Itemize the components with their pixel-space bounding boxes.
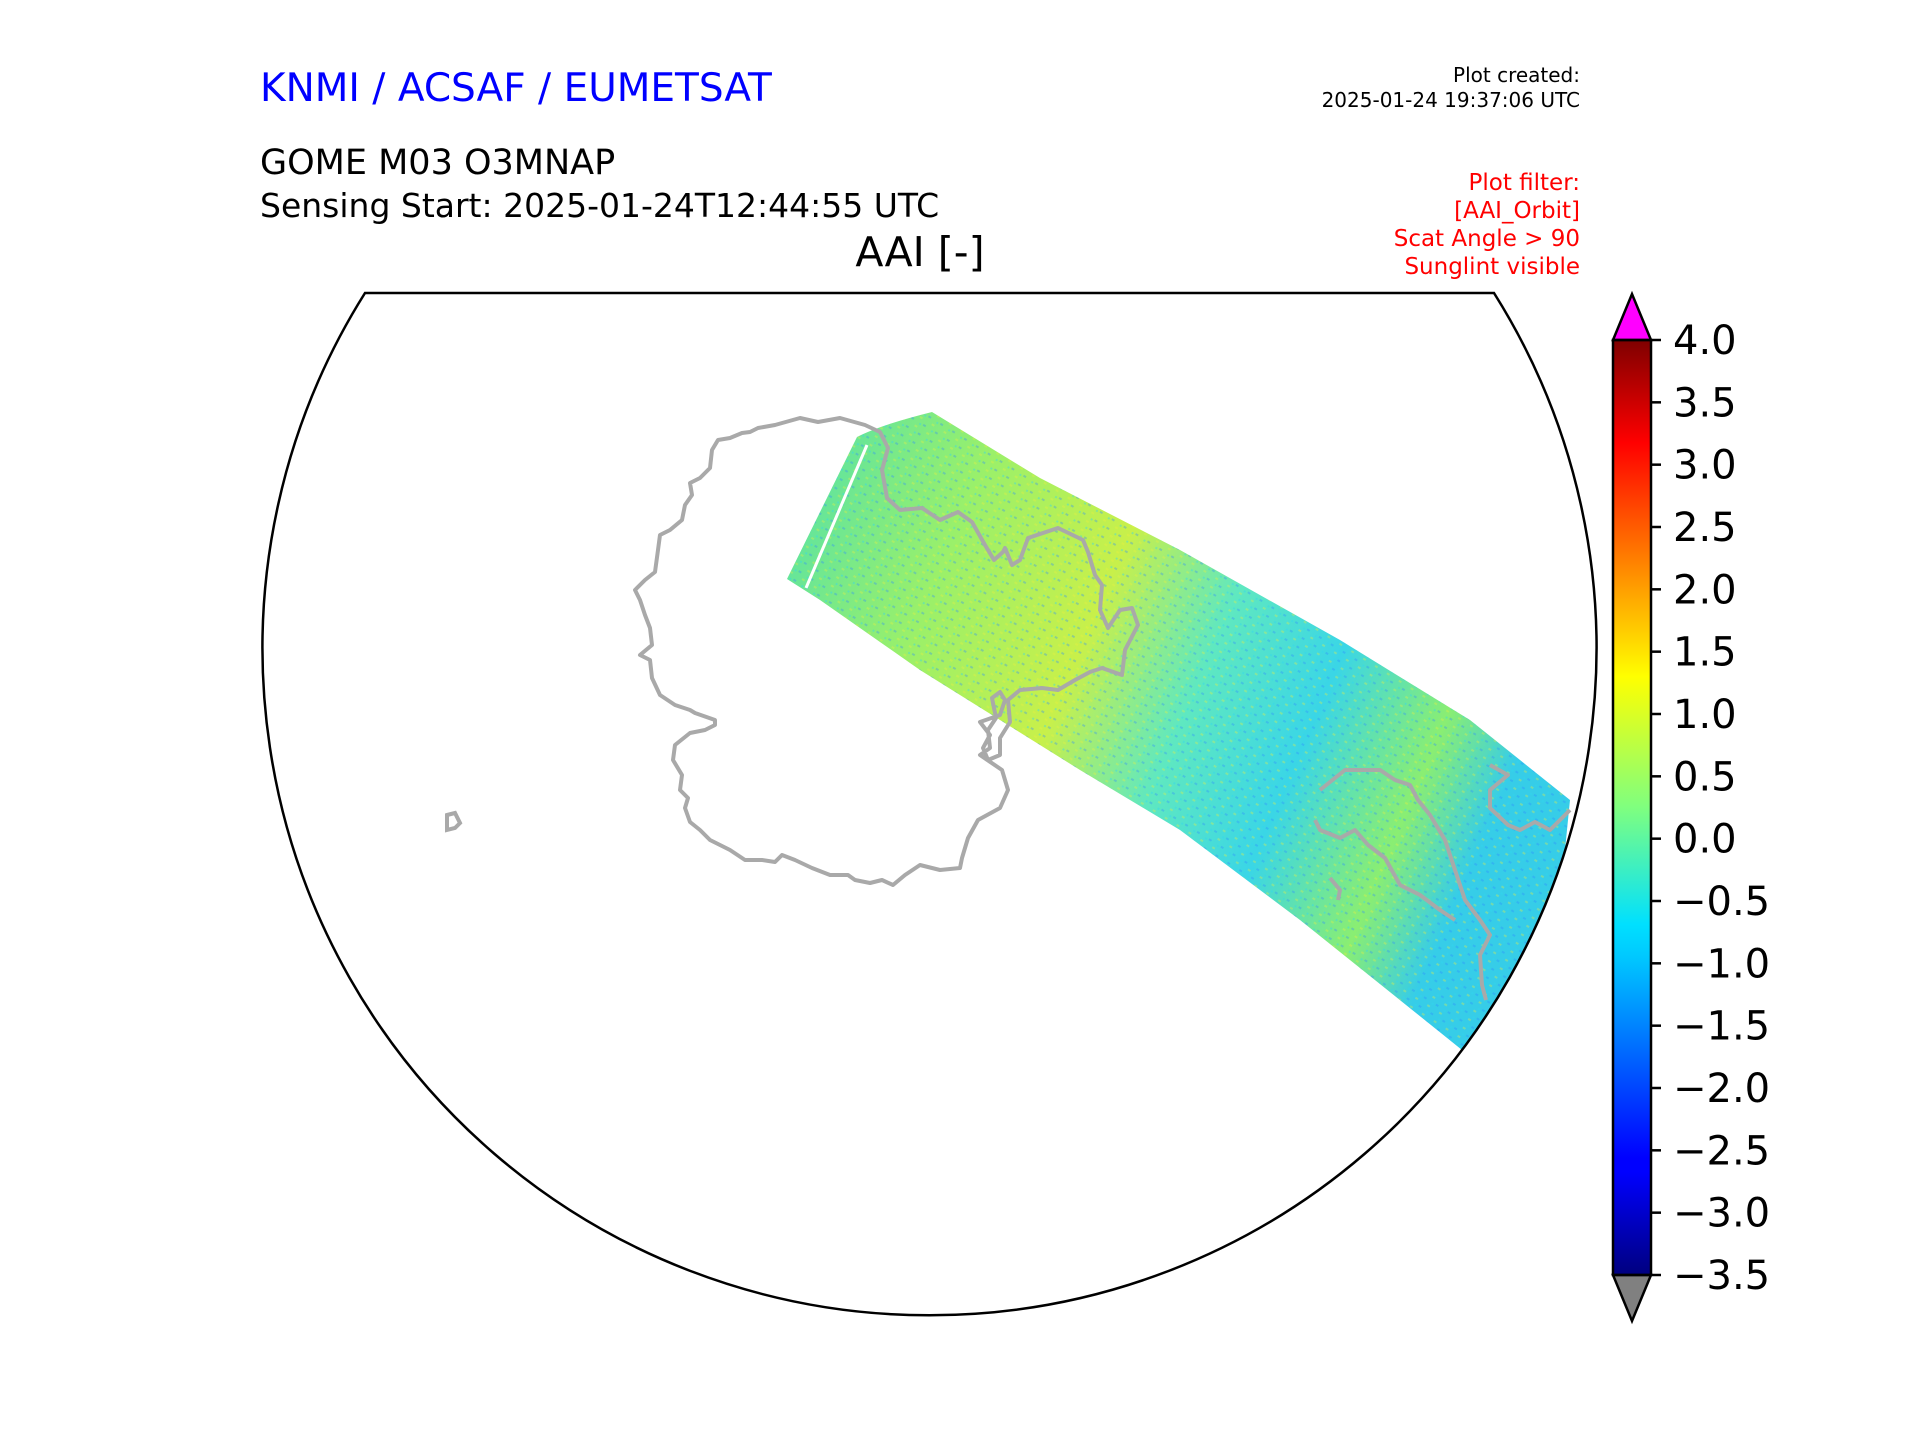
colorbar-frame [1611,338,1653,1277]
colorbar-tick-label: −2.5 [1673,1128,1770,1174]
colorbar-tick-label: 1.0 [1673,692,1737,738]
plot-filter-sunglint: Sunglint visible [1404,254,1580,280]
plot-created-value: 2025-01-24 19:37:06 UTC [1321,88,1580,112]
colorbar-tick-label: 2.5 [1673,505,1737,551]
colorbar-tick-label: 2.0 [1673,567,1737,613]
small-island [445,810,463,833]
plot-filter-scat-angle: Scat Angle > 90 [1393,226,1580,252]
colorbar-tick-label: −3.5 [1673,1253,1770,1299]
colorbar-gradient [1613,340,1651,1275]
plot-filter-orbit: [AAI_Orbit] [1454,198,1580,224]
colorbar-tick-label: 3.5 [1673,380,1737,426]
colorbar-tick-label: −1.0 [1673,941,1770,987]
colorbar-tick-label: 0.5 [1673,754,1737,800]
colorbar-tick-label: −3.0 [1673,1191,1770,1237]
colorbar-over-triangle [1611,290,1653,342]
map-boundary [261,291,1598,1317]
colorbar-tick-label: −1.5 [1673,1004,1770,1050]
swath-texture [787,412,1570,1050]
plot-filter-label: Plot filter: [1468,170,1580,196]
plot-created-label: Plot created: [1453,63,1580,87]
colorbar-tick-label: −0.5 [1673,879,1770,925]
colorbar-tick-label: 4.0 [1673,318,1737,364]
colorbar-tick-label: 1.5 [1673,630,1737,676]
variable-title: AAI [-] [855,228,985,276]
colorbar-under-triangle [1611,1273,1653,1325]
org-title: KNMI / ACSAF / EUMETSAT [260,66,772,111]
product-name: GOME M03 O3MNAP [260,143,616,183]
colorbar-tick-label: 3.0 [1673,443,1737,489]
swath-gap-line [804,444,869,589]
colorbar-tick-label: −2.0 [1673,1066,1770,1112]
south-america-coastline [1313,763,1572,1001]
colorbar-tick-label: 0.0 [1673,817,1737,863]
sensing-start: Sensing Start: 2025-01-24T12:44:55 UTC [260,186,940,225]
antarctica-coastline [633,416,1140,887]
